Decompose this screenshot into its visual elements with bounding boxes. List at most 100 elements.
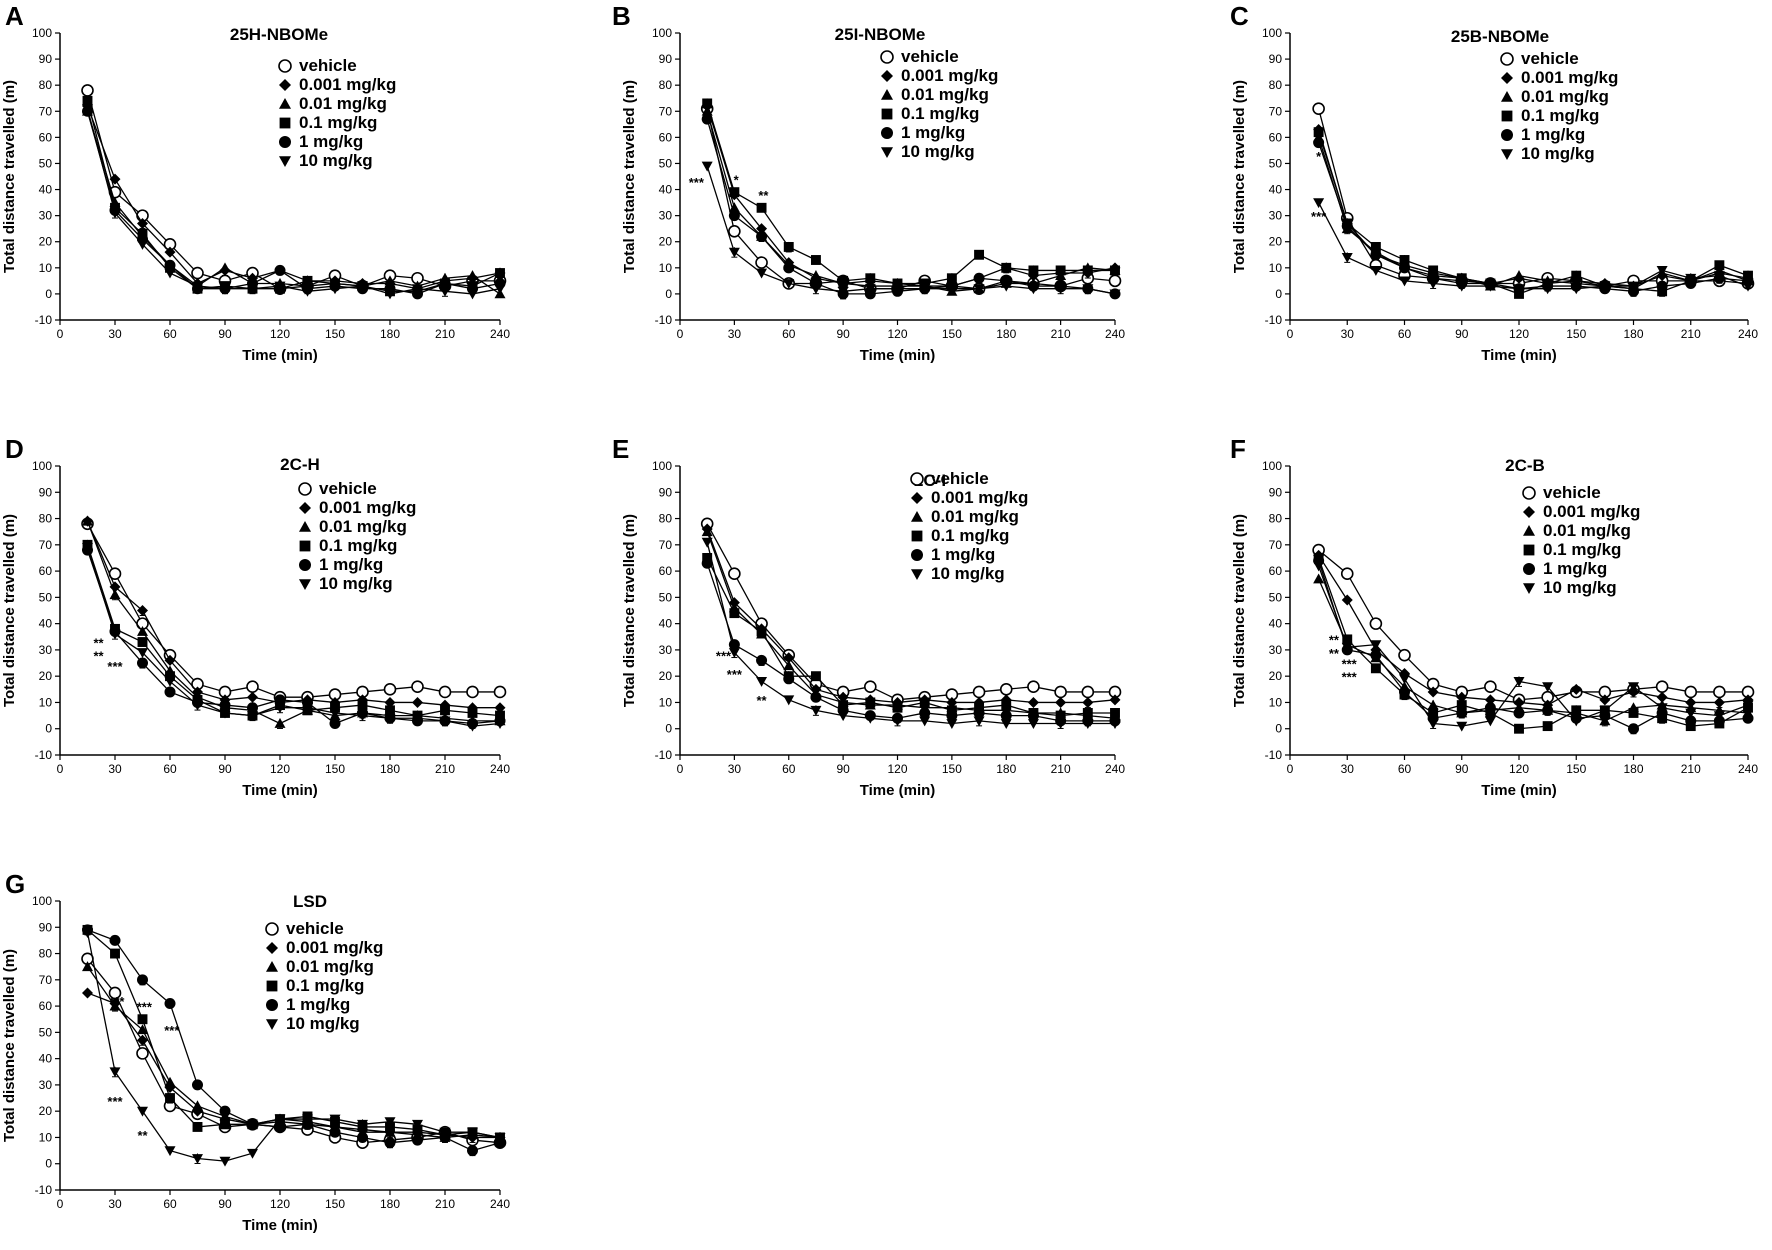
legend-marker-icon [298, 482, 312, 496]
data-point [1399, 255, 1410, 265]
y-tick-label: 0 [665, 287, 672, 301]
significance-annotation: ** [1329, 646, 1340, 661]
legend-marker-icon [1501, 91, 1513, 102]
data-point [274, 717, 286, 728]
series-line [706, 111, 1116, 292]
y-tick-label: 70 [39, 104, 53, 118]
y-tick-label: 10 [39, 1130, 53, 1144]
x-tick-label: 90 [836, 762, 850, 776]
data-point [137, 1014, 148, 1025]
y-axis-label: Total distance travelled (m) [1, 514, 18, 707]
data-point [810, 691, 822, 703]
series-0-1-mg-kg [82, 95, 505, 297]
data-point [1370, 266, 1382, 276]
y-tick-label: 70 [1269, 538, 1283, 552]
data-point [219, 1156, 231, 1167]
data-point [1456, 691, 1468, 703]
y-tick-label: 90 [1269, 52, 1283, 66]
data-point [1514, 723, 1524, 734]
legend-item: vehicle [265, 919, 344, 938]
data-point [302, 286, 313, 297]
x-tick-label: 210 [435, 1197, 455, 1211]
series-line [706, 531, 1116, 719]
y-tick-label: 100 [652, 26, 672, 40]
data-point [728, 567, 741, 581]
legend-marker-icon [911, 492, 923, 504]
data-point [384, 275, 396, 286]
y-tick-label: 80 [1269, 512, 1283, 526]
legend-label: 10 mg/kg [319, 574, 393, 593]
x-tick-label: 90 [1455, 327, 1469, 341]
data-point [1055, 284, 1067, 295]
data-point [756, 626, 767, 637]
data-point [892, 716, 903, 727]
x-tick-label: 180 [996, 327, 1016, 341]
legend-label: 0.01 mg/kg [1521, 87, 1609, 106]
legend-item: vehicle [1522, 483, 1601, 502]
legend-label: 0.001 mg/kg [1521, 68, 1618, 87]
data-point [1456, 281, 1468, 292]
x-tick-label: 150 [1566, 762, 1586, 776]
y-tick-label: 0 [45, 1157, 52, 1171]
data-point [219, 708, 231, 719]
data-point [1027, 710, 1039, 722]
data-point [164, 1076, 176, 1087]
data-point [1341, 594, 1353, 606]
series-line [87, 929, 501, 1139]
series-10-mg-kg [1313, 198, 1754, 295]
data-point [1484, 694, 1496, 706]
legend-marker-icon [881, 147, 893, 158]
data-point [1082, 265, 1093, 276]
chart-panel-a: A 25H-NBOMe -10 0 10 20 30 40 50 60 70 80 90 100 0 30 60… [1, 1, 510, 364]
data-point [247, 1148, 258, 1159]
data-point [1599, 281, 1611, 292]
data-point [274, 694, 286, 706]
x-tick-label: 30 [108, 327, 122, 341]
data-point [82, 928, 93, 939]
data-point [701, 526, 713, 537]
data-point [1370, 640, 1382, 651]
y-tick-label: 100 [652, 459, 672, 473]
series-line [1318, 137, 1749, 290]
data-point [357, 700, 368, 711]
x-tick-label: 120 [1509, 327, 1529, 341]
series-line [706, 557, 1115, 717]
legend-marker-icon [911, 530, 923, 542]
legend-marker-icon [1500, 52, 1514, 66]
y-tick-label: 20 [1269, 669, 1283, 683]
series-line [86, 932, 501, 1162]
significance-annotation: *** [1311, 209, 1327, 224]
y-tick-label: 40 [39, 183, 53, 197]
data-point [109, 1000, 121, 1011]
legend-marker-icon [1522, 486, 1536, 500]
data-point [1110, 265, 1120, 276]
data-point [411, 680, 424, 693]
data-point [1570, 716, 1582, 727]
x-tick-label: 60 [1398, 327, 1412, 341]
data-point [1028, 265, 1039, 276]
data-point [219, 1105, 231, 1117]
data-point [467, 721, 478, 732]
x-tick-label: 180 [1623, 327, 1643, 341]
legend-label: 0.1 mg/kg [319, 536, 397, 555]
y-tick-label: 60 [659, 130, 673, 144]
legend-label: 10 mg/kg [931, 564, 1005, 583]
data-point [783, 695, 795, 706]
data-point [192, 1100, 203, 1111]
x-tick-label: 60 [782, 327, 796, 341]
data-point [1599, 694, 1611, 706]
y-tick-label: 30 [659, 209, 673, 223]
data-point [137, 605, 148, 616]
data-point [1484, 702, 1496, 714]
significance-annotation: *** [1342, 669, 1358, 684]
panel-letter: D [5, 434, 24, 464]
data-point [1456, 721, 1468, 732]
legend-marker-icon [278, 59, 292, 73]
y-axis-label: Total distance travelled (m) [1, 949, 18, 1142]
significance-annotation: ** [757, 693, 768, 708]
data-point [756, 202, 767, 213]
legend-label: 0.1 mg/kg [299, 113, 377, 132]
legend-label: 0.001 mg/kg [319, 498, 416, 517]
x-tick-label: 120 [270, 327, 290, 341]
